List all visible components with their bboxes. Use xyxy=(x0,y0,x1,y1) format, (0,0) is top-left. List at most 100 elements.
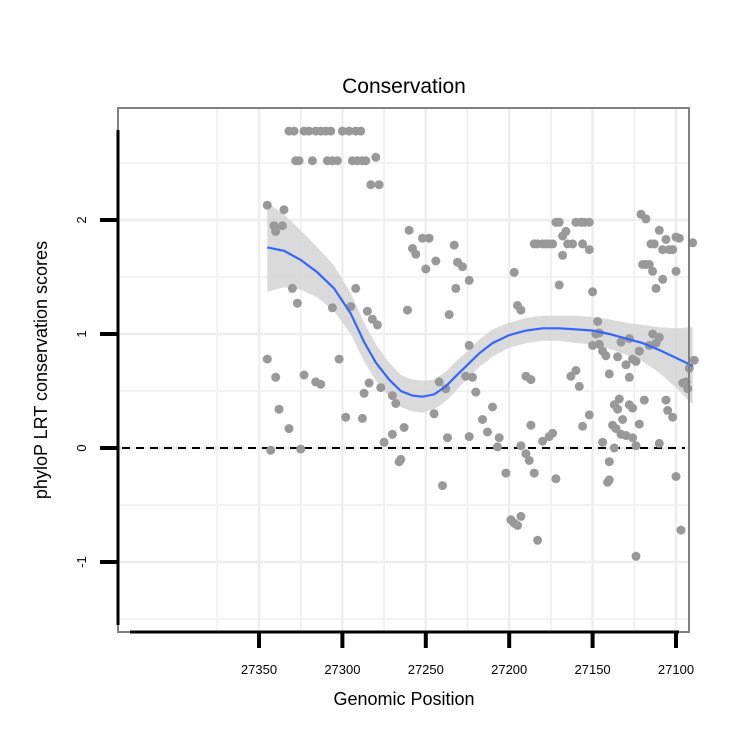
data-point xyxy=(327,303,337,313)
data-point xyxy=(598,437,608,447)
data-point xyxy=(538,436,548,446)
data-point xyxy=(578,421,588,431)
x-axis: 27350 27300 27250 27200 27150 27100 xyxy=(130,630,694,677)
data-point xyxy=(551,474,561,484)
data-point xyxy=(271,372,281,382)
y-tick-label: 2 xyxy=(74,216,89,223)
data-point xyxy=(609,443,619,453)
data-point xyxy=(374,180,384,190)
y-axis: -1 0 1 2 xyxy=(74,130,120,625)
data-point xyxy=(526,375,536,385)
data-point xyxy=(676,525,686,535)
data-point xyxy=(262,200,272,210)
data-point xyxy=(521,449,531,459)
data-point xyxy=(464,432,474,442)
y-tick-label: 1 xyxy=(74,330,89,337)
x-axis-title: Genomic Position xyxy=(333,689,474,709)
data-point xyxy=(359,388,369,398)
data-point xyxy=(287,283,297,293)
data-point xyxy=(451,283,461,293)
data-point xyxy=(683,384,693,394)
data-point xyxy=(493,442,502,452)
data-point xyxy=(513,521,522,530)
x-tick-label: 27200 xyxy=(491,662,527,677)
data-point xyxy=(362,306,372,316)
data-point xyxy=(668,412,678,422)
smooth-curve xyxy=(267,246,694,398)
data-point xyxy=(524,456,534,465)
data-point xyxy=(533,535,543,545)
scatter-points xyxy=(262,126,699,561)
data-point xyxy=(658,245,668,255)
data-point xyxy=(483,427,492,437)
data-point xyxy=(391,399,401,408)
data-point xyxy=(444,310,454,320)
data-point xyxy=(296,444,306,454)
data-point xyxy=(379,437,389,447)
data-point xyxy=(468,372,477,382)
data-point xyxy=(588,287,598,297)
data-point xyxy=(548,239,558,249)
data-point xyxy=(326,126,336,136)
data-point xyxy=(554,280,564,290)
data-point xyxy=(501,468,511,478)
data-point xyxy=(661,234,671,244)
data-point xyxy=(403,305,412,315)
data-point xyxy=(654,332,664,342)
data-point xyxy=(478,415,487,424)
data-point xyxy=(351,283,361,293)
data-point xyxy=(411,249,421,259)
data-point xyxy=(613,352,623,362)
data-point xyxy=(404,225,414,235)
data-point xyxy=(688,238,698,248)
data-point xyxy=(648,329,658,339)
data-point xyxy=(279,205,289,215)
data-point xyxy=(294,156,304,166)
data-point xyxy=(649,239,659,249)
data-point xyxy=(289,126,299,136)
data-point xyxy=(471,387,481,397)
data-point xyxy=(387,391,397,401)
data-point xyxy=(434,377,444,387)
data-point xyxy=(396,454,406,464)
data-point xyxy=(271,226,281,236)
data-point xyxy=(364,378,374,388)
data-point xyxy=(372,320,382,330)
data-point xyxy=(274,404,284,414)
data-point xyxy=(604,475,614,485)
data-point xyxy=(494,433,504,443)
data-point xyxy=(341,412,351,422)
x-tick-label: 27250 xyxy=(408,662,444,677)
data-point xyxy=(584,217,594,227)
data-point xyxy=(299,370,309,380)
data-point xyxy=(548,428,558,438)
data-point xyxy=(438,481,447,491)
data-point xyxy=(574,381,584,391)
data-point xyxy=(594,339,604,349)
data-point xyxy=(618,415,628,424)
data-point xyxy=(322,156,332,166)
data-point xyxy=(488,402,497,412)
data-point xyxy=(661,395,671,405)
data-point xyxy=(356,126,366,136)
data-point xyxy=(644,260,654,269)
data-point xyxy=(668,245,678,255)
data-point xyxy=(449,240,459,250)
data-point xyxy=(671,472,681,481)
data-point xyxy=(561,226,571,236)
data-point xyxy=(429,409,439,419)
data-point xyxy=(601,351,611,361)
data-point xyxy=(458,262,467,272)
data-point xyxy=(441,384,451,394)
data-point xyxy=(337,126,347,136)
data-point xyxy=(554,217,564,227)
data-point xyxy=(624,372,634,382)
data-point xyxy=(571,366,581,375)
data-point xyxy=(399,423,409,432)
data-point xyxy=(371,152,381,162)
data-point xyxy=(526,420,536,430)
data-point xyxy=(613,404,623,414)
data-point xyxy=(578,239,588,249)
data-point xyxy=(334,354,344,364)
